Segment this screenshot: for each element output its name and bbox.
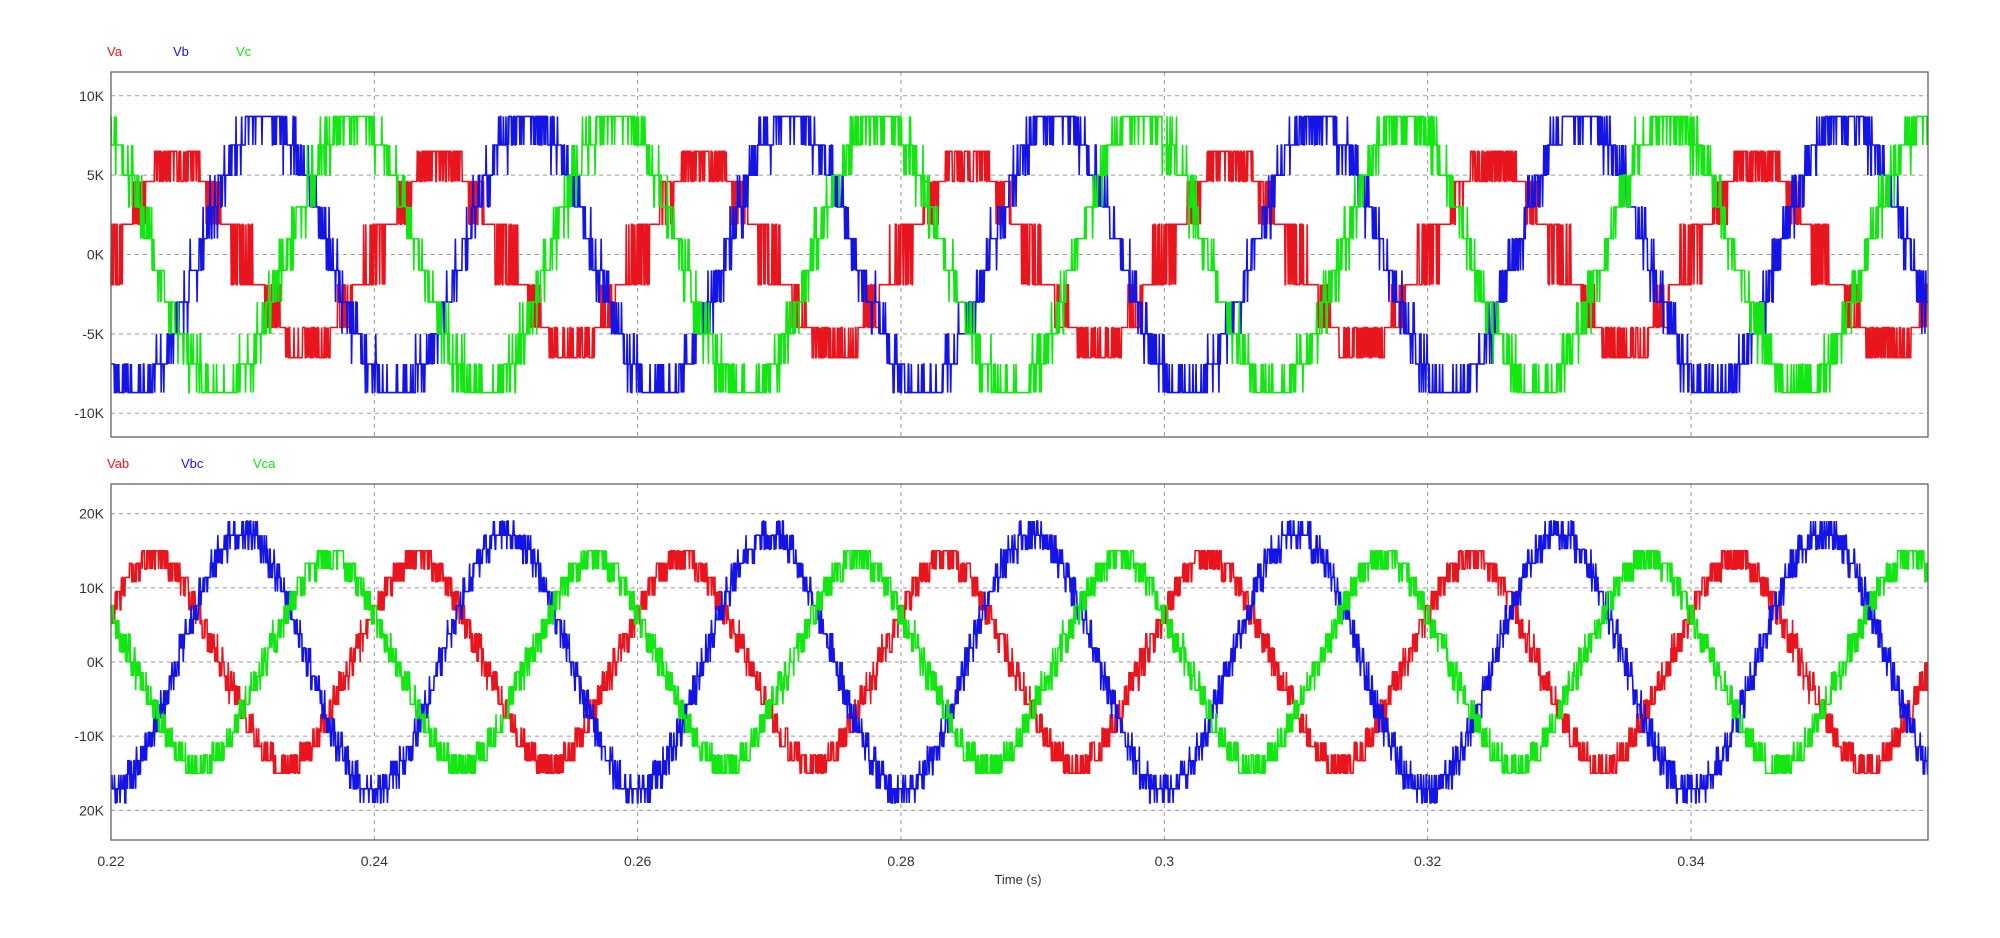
y-tick-label: 0K	[87, 247, 105, 263]
y-tick-label: -10K	[74, 728, 104, 744]
line-voltage-series	[110, 520, 1929, 804]
y-tick-label: 10K	[79, 580, 105, 596]
line-voltage-y-ticks: 20K 10K 0K -10K 20K	[74, 506, 104, 819]
x-tick-label: 0.24	[361, 853, 388, 869]
x-tick-label: 0.28	[887, 853, 914, 869]
legend-vab: Vab	[107, 456, 129, 471]
time-axis-ticks: 0.22 0.24 0.26 0.28 0.3 0.32 0.34	[97, 853, 1704, 869]
series-vab	[110, 549, 1929, 775]
x-tick-label: 0.32	[1414, 853, 1441, 869]
y-tick-label: 0K	[87, 654, 105, 670]
phase-voltage-legend: Va Vb Vc	[107, 44, 252, 59]
y-tick-label: 20K	[79, 802, 105, 818]
line-voltage-legend: Vab Vbc Vca	[107, 456, 276, 471]
x-tick-label: 0.3	[1155, 853, 1175, 869]
phase-voltage-y-ticks: 10K 5K 0K -5K -10K	[74, 88, 104, 421]
y-tick-label: -10K	[74, 405, 104, 421]
legend-vb: Vb	[173, 44, 189, 59]
x-tick-label: 0.26	[624, 853, 651, 869]
line-voltage-plot-frame	[110, 483, 1929, 841]
legend-vbc: Vbc	[181, 456, 204, 471]
series-va	[110, 150, 1928, 359]
y-tick-label: 5K	[87, 167, 105, 183]
time-axis-label: Time (s)	[994, 872, 1041, 887]
legend-vca: Vca	[253, 456, 276, 471]
y-tick-label: -5K	[82, 326, 104, 342]
series-vca	[110, 549, 1929, 775]
y-tick-label: 10K	[79, 88, 105, 104]
x-tick-label: 0.22	[97, 853, 124, 869]
legend-vc: Vc	[236, 44, 252, 59]
phase-voltage-plot-frame	[110, 71, 1929, 438]
phase-voltage-series	[110, 115, 1929, 394]
y-tick-label: 20K	[79, 506, 105, 522]
legend-va: Va	[107, 44, 123, 59]
series-vc	[110, 115, 1929, 394]
series-vbc	[110, 520, 1929, 804]
x-tick-label: 0.34	[1677, 853, 1704, 869]
line-voltage-panel: Vab Vbc Vca 20K 10K 0K -10K 20K	[74, 456, 1929, 841]
phase-voltage-panel: Va Vb Vc 10K 5K 0K -5K -10K	[74, 44, 1929, 438]
